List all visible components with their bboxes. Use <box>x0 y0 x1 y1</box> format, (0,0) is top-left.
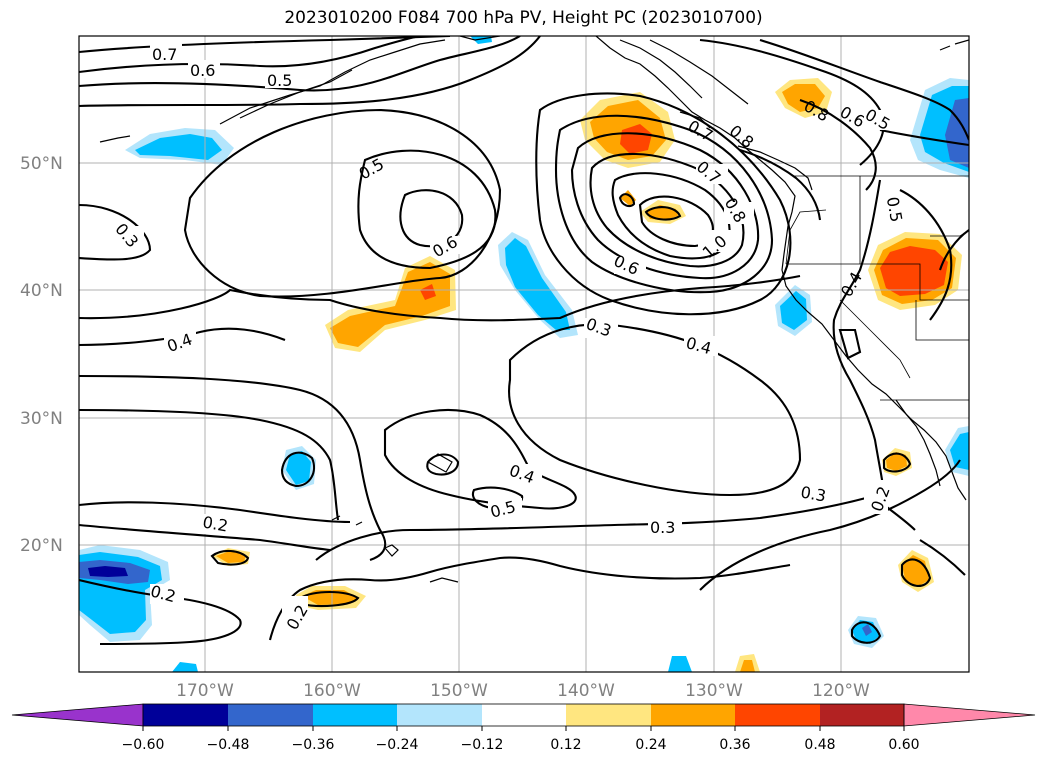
longitude-labels: 170°W 160°W 150°W 140°W 130°W 120°W <box>176 681 870 701</box>
contour-labels: 0.7 0.6 0.5 0.5 0.6 0.3 0.4 0.6 0.7 0.8 … <box>111 44 906 633</box>
political-borders <box>785 175 969 401</box>
colorbar-tick-label: 0.36 <box>719 737 750 753</box>
colorbar-segment <box>482 704 566 726</box>
colorbar-tick-label: 0.24 <box>635 737 666 753</box>
contour-label: 0.5 <box>883 195 906 223</box>
colorbar-tick-label: −0.24 <box>376 737 419 753</box>
colorbar-segment <box>735 704 820 726</box>
neg-anomaly-fill <box>135 134 222 160</box>
colorbar-segment <box>228 704 313 726</box>
pos-anomaly-fill <box>886 452 907 471</box>
neg-anomaly-fill <box>88 566 128 577</box>
colorbar-segment <box>313 704 397 726</box>
colorbar-tick-label: −0.12 <box>461 737 504 753</box>
contour-label: 0.7 <box>152 45 177 64</box>
contour-label: 0.5 <box>267 71 292 90</box>
lon-label: 150°W <box>430 681 488 701</box>
pos-anomaly-fill <box>740 660 755 672</box>
pos-anomaly-fill <box>330 262 450 347</box>
chart-title: 2023010200 F084 700 hPa PV, Height PC (2… <box>284 8 763 28</box>
lon-label: 140°W <box>557 681 615 701</box>
colorbar-tick-label: −0.48 <box>207 737 250 753</box>
pos-anomaly-fill <box>620 124 652 154</box>
colorbar-ticks <box>142 726 905 731</box>
colorbar-tick-label: 0.60 <box>888 737 919 753</box>
colorbar-segment <box>566 704 651 726</box>
pos-anomaly-fill <box>420 284 436 300</box>
neg-anomaly-fill <box>668 656 692 672</box>
lat-label: 30°N <box>20 409 63 429</box>
contour-label: 0.3 <box>650 518 675 537</box>
latitude-labels: 50°N 40°N 30°N 20°N <box>20 154 63 556</box>
colorbar-segment <box>397 704 482 726</box>
colorbar: −0.60 −0.48 −0.36 −0.24 −0.12 0.12 0.24 … <box>11 703 1036 753</box>
colorbar-segment <box>820 704 904 726</box>
contour-label: 0.3 <box>799 483 827 506</box>
lon-label: 160°W <box>303 681 361 701</box>
pos-anomaly-fill <box>216 551 246 563</box>
lat-label: 40°N <box>20 281 63 301</box>
neg-anomaly-fill <box>505 238 570 330</box>
colorbar-tick-label: −0.60 <box>122 737 165 753</box>
neg-anomaly-fill <box>945 98 969 168</box>
colorbar-segment <box>143 704 228 726</box>
colorbar-tick-label: 0.12 <box>550 737 581 753</box>
lat-label: 20°N <box>20 536 63 556</box>
colorbar-segment <box>651 704 735 726</box>
contour-label: 0.6 <box>190 61 215 80</box>
neg-anomaly-fill <box>172 662 198 672</box>
neg-anomaly-fill <box>950 432 969 470</box>
lon-label: 170°W <box>176 681 234 701</box>
lon-label: 120°W <box>812 681 870 701</box>
colorbar-extend-min <box>11 703 144 727</box>
coastlines <box>99 36 969 583</box>
neg-anomaly-fill <box>780 291 807 330</box>
neg-anomaly-fill <box>286 451 311 485</box>
lat-label: 50°N <box>20 154 63 174</box>
lon-label: 130°W <box>685 681 743 701</box>
colorbar-tick-label: −0.36 <box>292 737 335 753</box>
neg-anomaly-fill <box>862 624 872 636</box>
contour-label: 0.2 <box>201 513 229 536</box>
height-contours <box>79 36 969 646</box>
map-frame <box>78 35 970 673</box>
colorbar-tick-label: 0.48 <box>804 737 835 753</box>
pos-anomaly-fill <box>880 246 948 296</box>
map-content <box>79 36 969 672</box>
colorbar-extend-max <box>903 703 1036 727</box>
